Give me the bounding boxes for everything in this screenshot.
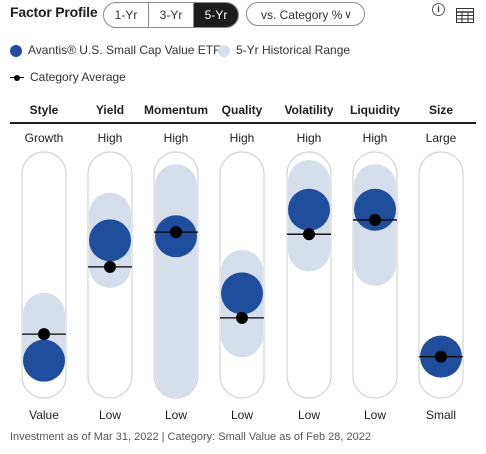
factor-range-momentum <box>155 164 197 398</box>
factor-category-dot-yield <box>104 260 116 273</box>
compare-dropdown[interactable]: vs. Category % ∨ <box>246 2 365 26</box>
factor-bottom-label-liquidity: Low <box>364 408 386 422</box>
factor-bottom-label-quality: Low <box>231 408 253 422</box>
factor-bottom-label-yield: Low <box>99 408 121 422</box>
period-toggle: 1-Yr 3-Yr 5-Yr <box>103 2 239 28</box>
factor-name-style: Style <box>30 103 59 117</box>
info-icon[interactable]: i <box>432 3 445 16</box>
legend-fund: Avantis® U.S. Small Cap Value ETF <box>10 43 220 57</box>
factor-bottom-label-size: Small <box>426 408 456 422</box>
footer-note: Investment as of Mar 31, 2022 | Category… <box>10 431 371 443</box>
factor-category-dot-volatility <box>303 228 315 241</box>
factor-category-dot-quality <box>236 311 248 324</box>
factor-top-label-style: Growth <box>25 131 64 145</box>
factor-bottom-label-style: Value <box>29 408 59 422</box>
legend-range: 5-Yr Historical Range <box>218 43 350 57</box>
factor-name-quality: Quality <box>222 103 263 117</box>
factor-top-label-momentum: High <box>164 131 189 145</box>
chevron-down-icon: ∨ <box>343 9 352 21</box>
period-1yr-button[interactable]: 1-Yr <box>104 3 149 27</box>
factor-name-volatility: Volatility <box>284 103 333 117</box>
factor-name-yield: Yield <box>96 103 124 117</box>
category-marker-icon <box>10 73 24 83</box>
factor-bottom-label-volatility: Low <box>298 408 320 422</box>
factor-name-liquidity: Liquidity <box>350 103 400 117</box>
page-title: Factor Profile <box>10 4 98 20</box>
factor-top-label-quality: High <box>230 131 255 145</box>
legend-category-label: Category Average <box>30 70 126 84</box>
range-dot-icon <box>218 44 230 57</box>
factor-fund-dot-yield <box>89 219 131 262</box>
factor-category-dot-liquidity <box>369 213 381 226</box>
legend-range-label: 5-Yr Historical Range <box>236 43 351 57</box>
factor-name-momentum: Momentum <box>144 103 208 117</box>
factor-name-size: Size <box>429 103 453 117</box>
legend-category: Category Average <box>10 70 126 84</box>
factor-top-label-liquidity: High <box>363 131 388 145</box>
factor-category-dot-momentum <box>170 226 182 239</box>
table-icon[interactable] <box>456 8 474 23</box>
factor-fund-dot-style <box>23 339 65 382</box>
factor-category-dot-size <box>435 350 447 363</box>
legend-fund-label: Avantis® U.S. Small Cap Value ETF <box>28 43 221 57</box>
factor-top-label-volatility: High <box>297 131 322 145</box>
factor-fund-dot-quality <box>221 272 263 315</box>
factor-category-dot-style <box>38 328 50 341</box>
period-3yr-button[interactable]: 3-Yr <box>149 3 194 27</box>
fund-dot-icon <box>10 44 22 57</box>
factor-top-label-size: Large <box>426 131 457 145</box>
compare-dropdown-label: vs. Category % <box>261 8 343 22</box>
factor-track-size <box>418 151 464 399</box>
factor-top-label-yield: High <box>98 131 123 145</box>
factor-bottom-label-momentum: Low <box>165 408 187 422</box>
period-5yr-button[interactable]: 5-Yr <box>194 3 238 27</box>
factor-fund-dot-volatility <box>288 188 330 231</box>
